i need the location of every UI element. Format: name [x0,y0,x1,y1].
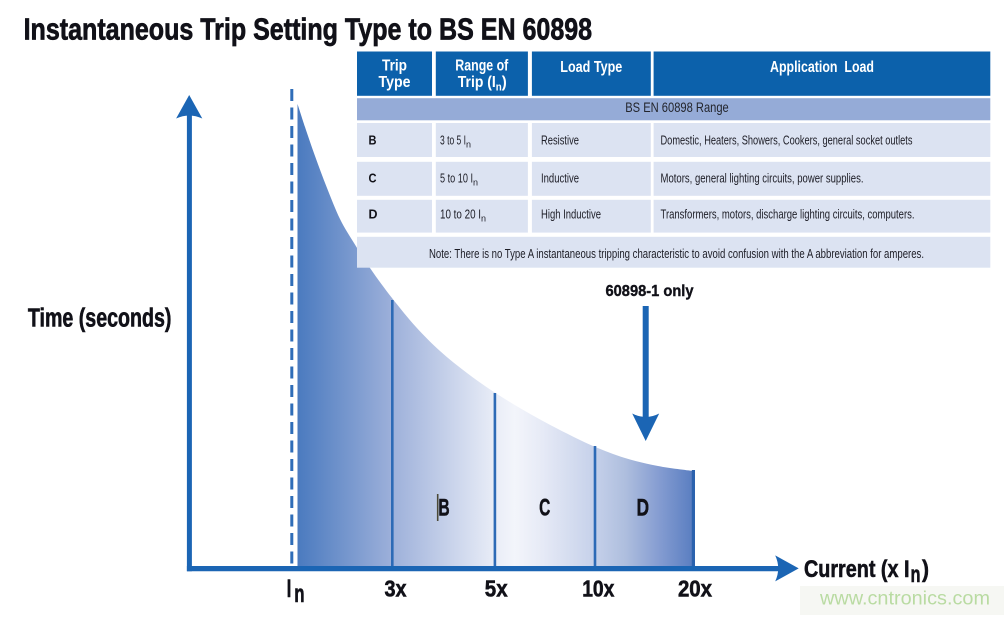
svg-text:Transformers, motors, discharg: Transformers, motors, discharge lighting… [661,207,915,222]
svg-text:D: D [369,207,378,222]
svg-text:Trip: Trip [382,58,407,75]
svg-text:Load Type: Load Type [560,59,622,76]
svg-text:3 to 5 In: 3 to 5 In [440,133,471,150]
svg-text:D: D [637,494,650,521]
svg-text:5 to 10 In: 5 to 10 In [440,171,478,188]
svg-text:60898-1 only: 60898-1 only [606,283,694,300]
svg-text:Note: There is no Type A insta: Note: There is no Type A instantaneous t… [429,247,924,261]
svg-text:Domestic, Heaters, Showers, Co: Domestic, Heaters, Showers, Cookers, gen… [661,133,913,148]
svg-text:C: C [369,171,378,186]
svg-text:C: C [539,494,550,521]
svg-text:10x: 10x [582,576,614,602]
svg-text:Current (x In): Current (x In) [804,556,929,587]
svg-text:Time (seconds): Time (seconds) [28,305,172,333]
svg-text:Trip (In): Trip (In) [458,74,507,94]
svg-text:5x: 5x [485,576,508,602]
svg-text:Application Load: Application Load [770,59,874,76]
svg-text:10 to 20 In: 10 to 20 In [440,207,486,224]
svg-text:Resistive: Resistive [541,133,579,148]
svg-text:Motors, general lighting circu: Motors, general lighting circuits, power… [661,171,864,186]
svg-text:B: B [438,494,449,521]
svg-text:20x: 20x [678,576,712,602]
svg-text:Instantaneous Trip Setting Typ: Instantaneous Trip Setting Type to BS EN… [24,11,593,46]
svg-text:B: B [369,133,377,148]
svg-text:www.cntronics.com: www.cntronics.com [819,588,990,610]
svg-text:High Inductive: High Inductive [541,207,601,222]
svg-text:In: In [287,575,305,608]
svg-text:BS EN 60898 Range: BS EN 60898 Range [625,99,729,115]
svg-text:Range of: Range of [455,58,509,75]
svg-text:3x: 3x [385,576,407,602]
svg-text:Inductive: Inductive [541,171,579,186]
svg-text:Type: Type [379,74,411,91]
